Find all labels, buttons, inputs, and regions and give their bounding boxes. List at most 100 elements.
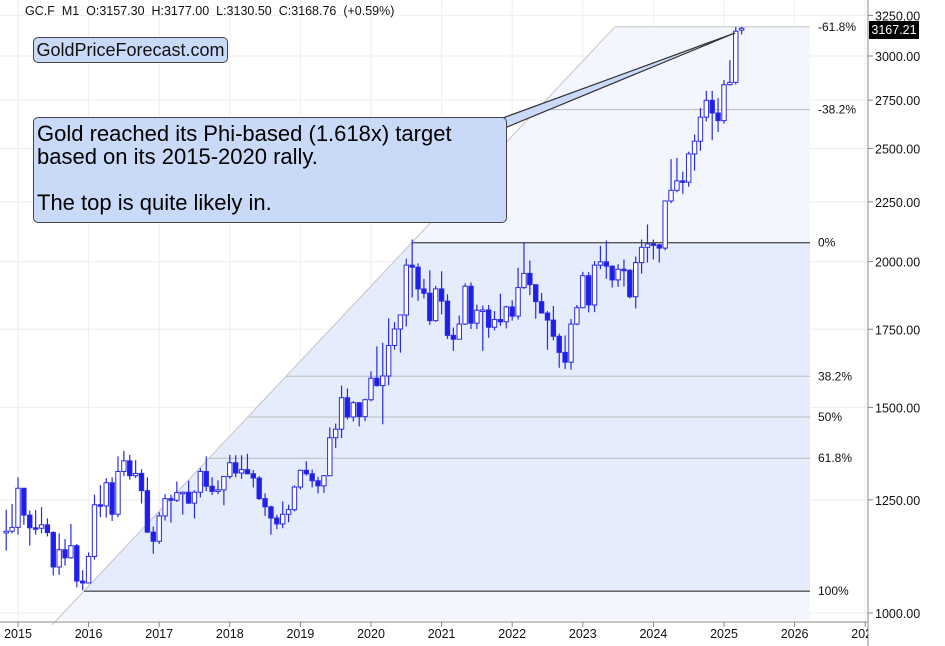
x-tick-label: 2027 (851, 627, 879, 641)
candle-down (715, 112, 721, 122)
fib-level-label: 100% (818, 584, 849, 598)
candle-down (585, 275, 592, 306)
candle-up (474, 309, 480, 324)
x-tick-label: 2026 (781, 627, 809, 641)
y-tick-label: 1500.00 (875, 401, 920, 415)
candle-up (397, 314, 404, 330)
candle-up (491, 319, 498, 328)
change-value: (+0.59%) (343, 4, 395, 18)
candle-down (562, 351, 568, 363)
candle-down (444, 300, 451, 336)
candle-up (132, 472, 139, 477)
candle-down (268, 506, 274, 519)
candle-up (3, 530, 9, 534)
fib-level-label: 38.2% (818, 369, 852, 383)
candle-up (297, 469, 304, 488)
candle-down (203, 470, 209, 487)
candle-up (697, 116, 704, 142)
candle-up (91, 504, 98, 557)
candle-up (633, 262, 639, 298)
candle-up (391, 328, 398, 346)
candles (3, 26, 745, 591)
candle-down (244, 469, 251, 475)
axes: 1000.00 1250.00 1500.00 1750.00 2000.00 2250.… (0, 0, 920, 646)
candle-up (321, 475, 327, 487)
candle-down (344, 397, 351, 418)
candle-up (332, 428, 339, 439)
candle-up (462, 285, 468, 325)
candle-up (668, 189, 674, 202)
candle-down (185, 491, 192, 504)
x-tick-label: 2025 (710, 627, 738, 641)
last-price-tag: 3167.21 (869, 21, 919, 39)
high-value: H:3177.00 (151, 4, 210, 18)
x-tick-label: 2016 (75, 627, 103, 641)
y-tick-label: 1250.00 (875, 494, 920, 508)
x-tick-labels: 2015 2016 2017 2018 2019 2020 2021 2022 2023 2024… (4, 622, 879, 641)
candle-down (62, 549, 68, 559)
candle-down (144, 490, 151, 533)
candle-up (597, 261, 604, 266)
candle-down (79, 580, 86, 584)
candle-up (174, 492, 180, 501)
candle-down (609, 265, 615, 281)
candle-down (533, 284, 539, 303)
candle-down (485, 309, 492, 328)
candle-up (327, 437, 333, 477)
candle-up (515, 287, 521, 317)
candle-down (150, 531, 156, 542)
x-tick-label: 2015 (4, 627, 32, 641)
candle-down (415, 266, 421, 290)
candle-down (527, 272, 533, 286)
candle-up (638, 246, 645, 264)
candle-up (9, 526, 15, 532)
candle-down (127, 460, 133, 477)
candle-up (385, 344, 392, 377)
candle-up (403, 264, 409, 316)
candle-up (727, 81, 733, 86)
candle-down (497, 319, 504, 323)
x-tick-label: 2018 (216, 627, 244, 641)
candle-up (115, 470, 121, 515)
candle-down (550, 319, 557, 337)
low-value: L:3130.50 (216, 4, 272, 18)
candle-down (50, 532, 56, 568)
candle-down (232, 462, 239, 474)
fib-level-label: 61.8% (818, 451, 852, 465)
candle-down (21, 487, 27, 516)
candle-down (538, 301, 545, 314)
candle-down (656, 244, 662, 249)
fib-level-label: 0% (818, 236, 836, 250)
candle-up (733, 30, 739, 83)
candle-up (644, 243, 651, 248)
y-tick-label: 3250.00 (875, 9, 920, 23)
y-tick-label: 2000.00 (875, 256, 920, 270)
candle-down (315, 480, 321, 487)
candle-up (162, 498, 168, 517)
candle-up (68, 545, 74, 559)
candle-down (138, 472, 145, 492)
candle-up (703, 99, 710, 118)
candle-up (215, 489, 221, 492)
candle-up (574, 307, 580, 325)
candle-down (74, 545, 80, 582)
candle-down (438, 288, 445, 302)
candle-down (44, 524, 51, 534)
candle-down (356, 402, 362, 418)
candle-up (456, 323, 462, 340)
x-tick-label: 2019 (286, 627, 314, 641)
candle-up (15, 487, 21, 528)
interval: M1 (61, 4, 80, 18)
candle-up (85, 555, 92, 584)
candle-up (221, 475, 227, 491)
annotation-callout: Gold reached its Phi-based (1.618x) targ… (33, 117, 507, 223)
candle-down (274, 517, 280, 525)
candle-up (674, 180, 680, 191)
x-tick-label: 2020 (357, 627, 385, 641)
candle-up (38, 524, 45, 529)
candle-up (685, 153, 692, 183)
candle-up (432, 288, 439, 322)
fib-level-label: -61.8% (818, 20, 856, 34)
candle-up (521, 272, 527, 289)
candle-down (303, 469, 309, 475)
